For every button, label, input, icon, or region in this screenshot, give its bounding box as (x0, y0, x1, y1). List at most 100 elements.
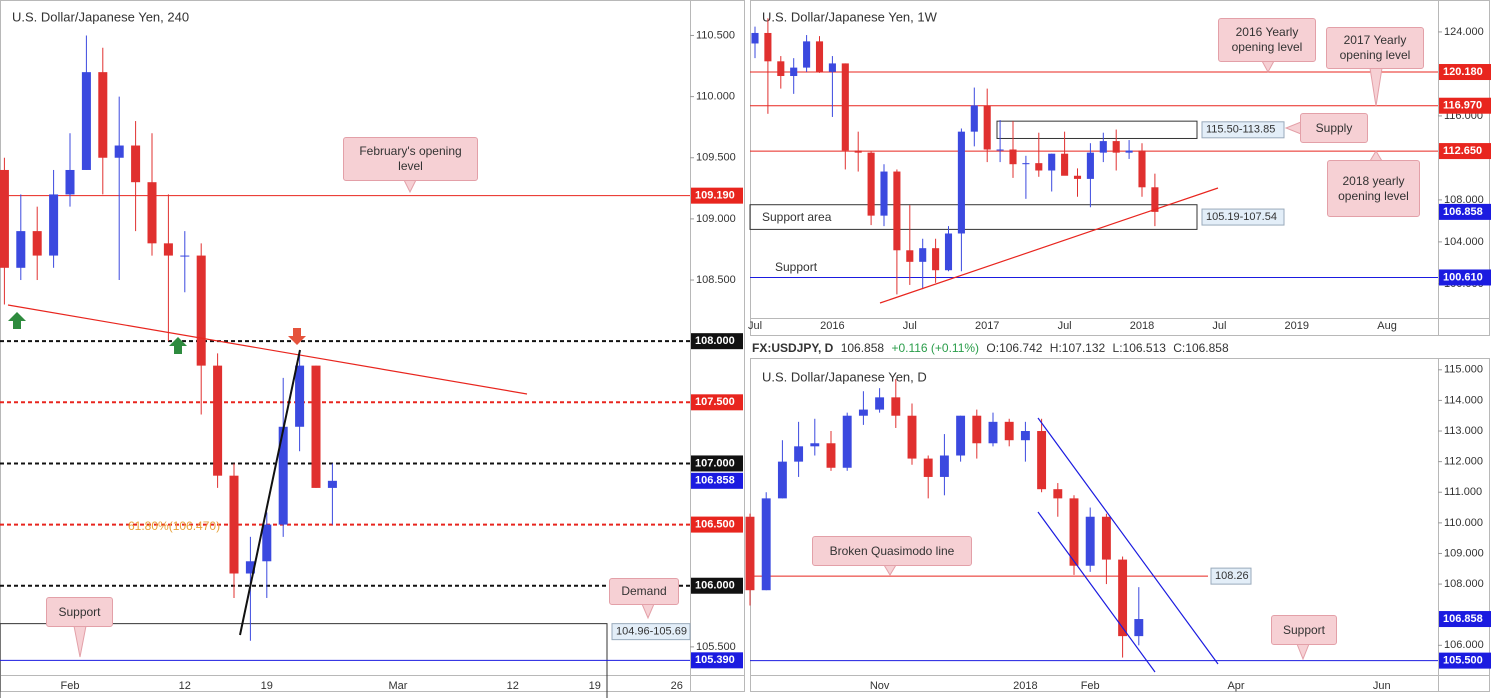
x-tick-label: 12 (179, 680, 191, 692)
swing-leg (239, 349, 301, 636)
candle-body (932, 248, 940, 271)
candle-body (147, 182, 157, 244)
open: O:106.742 (986, 341, 1043, 355)
x-tick-label: 19 (589, 680, 601, 692)
annotation: Support (1271, 615, 1337, 645)
price-tag-label: 105.500 (1443, 655, 1483, 667)
candle-body (1099, 141, 1107, 153)
y-tick-label: 108.500 (696, 274, 736, 286)
candle-body (790, 67, 798, 77)
price-tag (691, 394, 743, 411)
drawings (7, 187, 1219, 673)
callout-pointer (73, 625, 87, 658)
high: H:107.132 (1049, 341, 1106, 355)
candle-body (1138, 150, 1146, 188)
x-tick-label: Mar (389, 680, 408, 692)
price-tag (1439, 203, 1491, 220)
annotation: Support (46, 597, 113, 627)
low: L:106.513 (1112, 341, 1166, 355)
x-tick-label: 26 (671, 680, 683, 692)
candle-body (907, 415, 917, 459)
y-tick-label: 124.000 (1444, 26, 1484, 38)
candle-body (1035, 163, 1043, 171)
candle-body (163, 243, 173, 256)
x-tick-label: Jun (1373, 680, 1391, 692)
y-tick-label: 111.000 (1444, 486, 1482, 498)
candle-body (1009, 149, 1017, 165)
callout-pointer (403, 179, 417, 194)
candle-body (327, 480, 337, 488)
price-tag (691, 187, 743, 204)
symbol: FX:USDJPY, D (752, 341, 834, 355)
zone-label-box (611, 623, 691, 641)
candle-body (1053, 489, 1063, 499)
price-tag-label: 107.500 (695, 396, 735, 408)
price-tag (1439, 269, 1491, 286)
candle-body (854, 150, 862, 153)
x-tick-label: Jul (1212, 320, 1226, 332)
candle-body (98, 72, 108, 158)
price-tag-label: 109.190 (695, 190, 735, 202)
candle-body (0, 169, 9, 268)
callout-pointer (641, 603, 655, 620)
candle-body (764, 32, 772, 62)
candle-body (880, 171, 888, 216)
y-tick-label: 109.500 (696, 152, 736, 164)
annotation: 2017 Yearly opening level (1326, 27, 1424, 69)
zone-label: 104.96-105.69 (616, 626, 687, 638)
y-tick-label: 104.000 (1444, 236, 1484, 248)
candle-body (262, 524, 272, 562)
candle-body (16, 231, 26, 268)
price-tag-label: 112.650 (1443, 145, 1482, 157)
y-tick-label: 113.000 (1444, 425, 1483, 437)
y-tick-label: 110.000 (1444, 517, 1483, 529)
y-tick-label: 112.000 (1444, 456, 1483, 468)
x-tick-label: Jul (903, 320, 917, 332)
y-tick-label: 108.000 (1444, 578, 1484, 590)
candle-body (1073, 175, 1082, 179)
price-tag-label: 106.500 (695, 518, 735, 530)
candle-body (131, 145, 141, 183)
price-tag (691, 577, 743, 594)
zone-label-box (1201, 208, 1285, 226)
callout-pointer (1284, 121, 1302, 135)
candle-body (1048, 153, 1056, 171)
callout-pointer (883, 564, 897, 576)
price-tag-label: 107.000 (695, 457, 735, 469)
up-arrow (169, 337, 187, 354)
price-tag (691, 472, 743, 489)
fib-label: 61.80%(106.470) (128, 519, 220, 533)
candle-body (761, 498, 771, 591)
candle-body (996, 149, 1004, 151)
price-tag (691, 333, 743, 350)
level-label: 108.26 (1215, 570, 1249, 582)
x-tick-label: 2019 (1285, 320, 1309, 332)
candle-body (957, 131, 965, 234)
price-tag-label: 100.610 (1443, 271, 1483, 283)
candle-body (229, 475, 239, 574)
chart-title: U.S. Dollar/Japanese Yen, 240 (12, 9, 189, 24)
candle-body (875, 397, 885, 410)
candle-body (983, 105, 991, 150)
price-tag-label: 106.858 (695, 475, 735, 487)
candle-body (1112, 141, 1120, 153)
x-tick-label: 2018 (1130, 320, 1154, 332)
x-tick-label: 2018 (1013, 680, 1037, 692)
candle-body (891, 397, 901, 416)
x-tick-label: Jul (748, 320, 762, 332)
y-tick-label: 106.000 (1444, 639, 1484, 651)
candle-body (988, 421, 998, 444)
candle-body (893, 171, 901, 251)
candle-body (245, 561, 255, 574)
x-tick-label: Jul (1058, 320, 1072, 332)
level-tag (1210, 567, 1252, 585)
candle-body (65, 169, 75, 195)
candle-body (213, 365, 223, 476)
candle-body (32, 231, 42, 256)
candle-body (49, 194, 59, 256)
candle-body (972, 415, 982, 444)
price-tag (691, 652, 743, 669)
chart-title: U.S. Dollar/Japanese Yen, 1W (762, 9, 938, 24)
